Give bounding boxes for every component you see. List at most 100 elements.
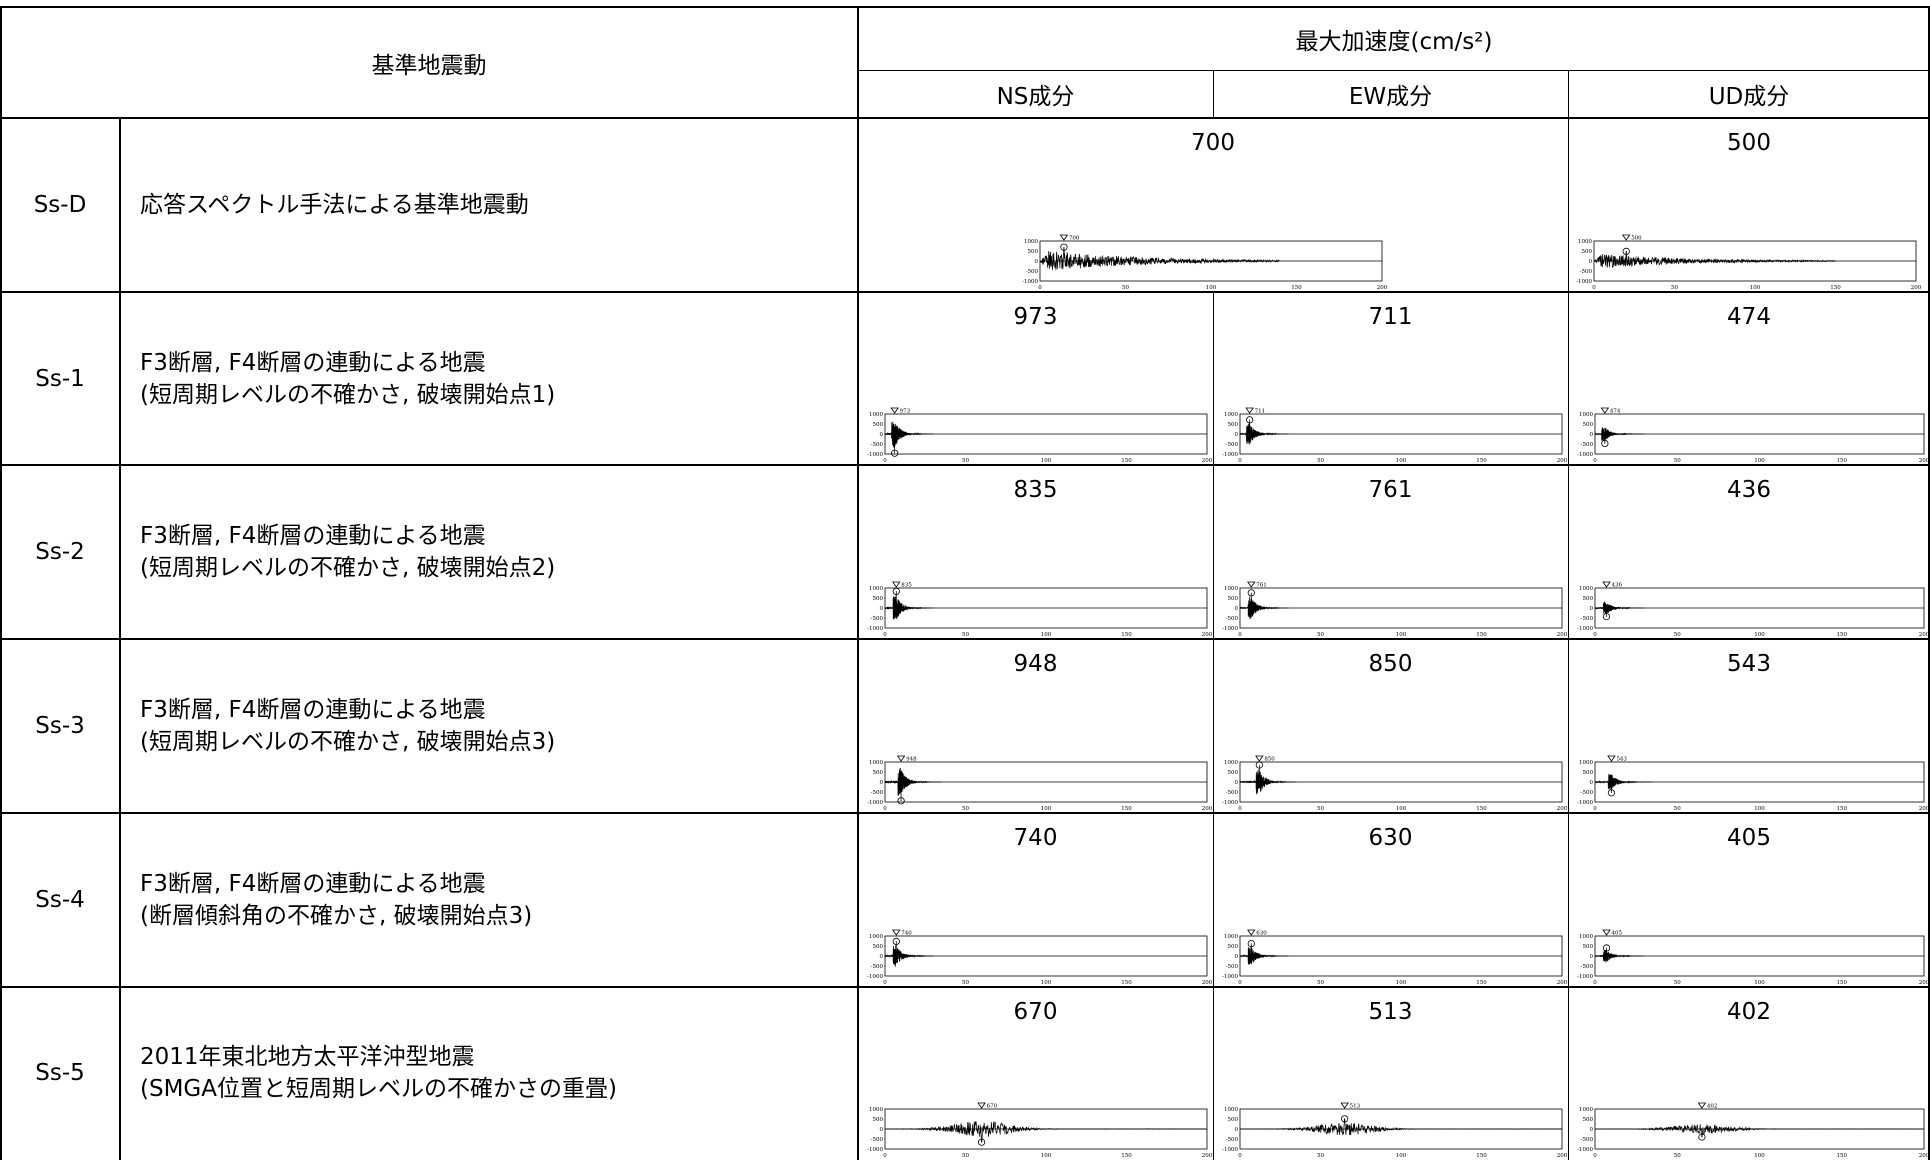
y-tick-label: -1000 [1576,279,1592,285]
acceleration-waveform [1240,1119,1562,1135]
peak-marker-triangle [1608,756,1615,761]
y-tick-label: -1000 [867,800,883,806]
peak-acceleration-value: 630 [1213,825,1568,851]
y-tick-label: 1000 [1578,239,1592,245]
y-tick-label: 1000 [869,1107,883,1113]
peak-marker-label: 973 [900,409,911,415]
y-tick-label: 500 [1582,249,1593,255]
peak-marker-triangle [893,582,900,587]
row-description: F3断層, F4断層の連動による地震 (短周期レベルの不確かさ, 破壊開始点2) [120,465,858,639]
peak-marker-triangle [1246,408,1253,413]
y-tick-label: -1000 [1577,1147,1593,1153]
peak-acceleration-value: 436 [1568,477,1930,503]
y-tick-label: 1000 [1579,586,1593,592]
peak-acceleration-value: 474 [1568,304,1930,330]
y-tick-label: -1000 [1577,626,1593,632]
peak-acceleration-value: 948 [858,651,1213,677]
y-tick-label: 0 [1235,1127,1239,1133]
y-tick-label: 500 [1228,770,1239,776]
peak-marker-label: 711 [1255,409,1266,415]
peak-marker-label: 513 [1350,1104,1361,1110]
peak-marker-triangle [1341,1103,1348,1108]
y-tick-label: 0 [880,432,884,438]
column-divider [1213,292,1214,1160]
y-tick-label: 1000 [1224,586,1238,592]
y-tick-label: -1000 [1577,974,1593,980]
y-tick-label: 1000 [1579,412,1593,418]
y-tick-label: 500 [1228,944,1239,950]
peak-acceleration-value: 500 [1568,130,1930,156]
peak-marker-label: 543 [1616,756,1627,762]
row-description: F3断層, F4断層の連動による地震 (断層傾斜角の不確かさ, 破壊開始点3) [120,813,858,987]
row-divider [0,986,1930,988]
y-tick-label: 0 [1035,259,1039,265]
x-tick-label: 150 [1837,1153,1848,1159]
acceleration-waveform [1240,943,1288,964]
acceleration-waveform [1240,765,1296,794]
acceleration-waveform [1040,247,1279,270]
y-tick-label: -500 [1226,1137,1239,1143]
acceleration-waveform [885,1122,1207,1143]
y-tick-label: -500 [871,964,884,970]
y-tick-label: -1000 [867,626,883,632]
peak-marker-triangle [893,930,900,935]
y-tick-label: 0 [1235,780,1239,786]
y-tick-label: 500 [1228,1117,1239,1123]
y-tick-label: -500 [1026,269,1039,275]
row-divider [0,638,1930,640]
acceleration-waveform [1594,251,1836,267]
y-tick-label: -500 [1581,616,1594,622]
y-tick-label: 1000 [1224,760,1238,766]
column-divider [857,7,859,1160]
peak-marker-triangle [1603,930,1610,935]
peak-acceleration-value: 543 [1568,651,1930,677]
peak-acceleration-value: 711 [1213,304,1568,330]
row-id: Ss-1 [0,292,120,466]
peak-marker-triangle [1060,235,1067,240]
y-tick-label: 0 [1590,432,1594,438]
y-tick-label: 500 [1583,1117,1594,1123]
peak-acceleration-value: 513 [1213,999,1568,1025]
row-description: 2011年東北地方太平洋沖型地震 (SMGA位置と短周期レベルの不確かさの重畳) [120,987,858,1160]
x-tick-label: 100 [1754,1153,1765,1159]
peak-marker-label: 670 [987,1104,998,1110]
y-tick-label: -500 [1226,964,1239,970]
peak-marker-label: 700 [1069,235,1080,241]
peak-marker-label: 761 [1256,583,1267,589]
row-id: Ss-2 [0,465,120,639]
y-tick-label: 0 [1590,780,1594,786]
peak-marker-label: 500 [1631,235,1642,241]
peak-marker-label: 402 [1707,1104,1718,1110]
y-tick-label: 1000 [1579,1107,1593,1113]
peak-acceleration-value: 850 [1213,651,1568,677]
peak-marker-triangle [1603,582,1610,587]
y-tick-label: -500 [871,790,884,796]
y-tick-label: -500 [871,442,884,448]
y-tick-label: -500 [1226,442,1239,448]
y-tick-label: 500 [1228,422,1239,428]
y-tick-label: -500 [871,616,884,622]
peak-acceleration-value: 700 [858,130,1568,156]
x-tick-label: 0 [883,1153,887,1159]
header-ground-motion: 基準地震動 [0,7,858,118]
acceleration-waveform [885,591,933,619]
peak-acceleration-value: 402 [1568,999,1930,1025]
table-top-border [0,6,1930,8]
peak-marker-label: 630 [1256,930,1267,936]
y-tick-label: 500 [873,596,884,602]
y-tick-label: 500 [1583,422,1594,428]
y-tick-label: 500 [873,944,884,950]
peak-acceleration-value: 761 [1213,477,1568,503]
y-tick-label: 0 [1590,606,1594,612]
peak-marker-label: 948 [906,756,917,762]
peak-marker-triangle [1248,930,1255,935]
y-tick-label: 500 [1228,596,1239,602]
